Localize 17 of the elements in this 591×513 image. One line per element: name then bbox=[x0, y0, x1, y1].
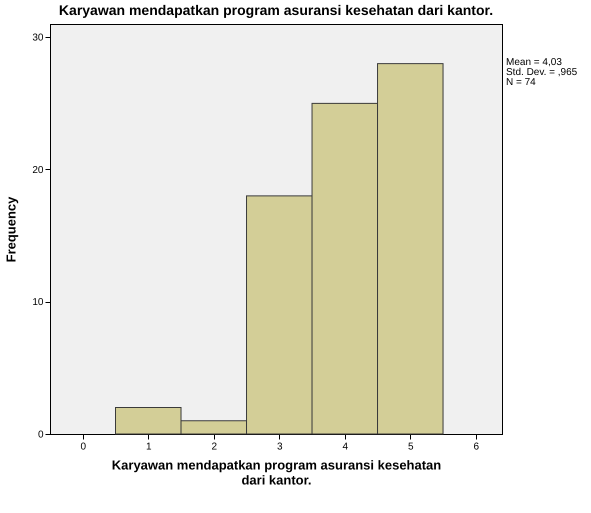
x-tick-label: 3 bbox=[276, 442, 283, 452]
y-axis-title: Frequency bbox=[3, 196, 18, 262]
text: Std. Dev. = ,965 bbox=[506, 67, 578, 78]
x-axis-title: Karyawan mendapatkan program asuransi kesehatan dari kantor. bbox=[112, 458, 442, 488]
y-tick-label: 20 bbox=[32, 164, 44, 176]
text: N = 74 bbox=[506, 77, 537, 88]
y-tick-label: 10 bbox=[32, 297, 44, 308]
x-tick-label: 2 bbox=[211, 442, 218, 452]
x-tick-label: 0 bbox=[80, 442, 86, 452]
y-tick-label: 30 bbox=[32, 32, 44, 44]
x-tick-label: 6 bbox=[474, 442, 480, 452]
text: Mean = 4,03 bbox=[506, 57, 563, 68]
x-tick-label: 4 bbox=[342, 442, 348, 452]
chart-title: Karyawan mendapatkan program asuransi kesehatan dari kantor. bbox=[58, 2, 494, 18]
x-tick-label: 1 bbox=[146, 442, 152, 452]
x-tick-label: 5 bbox=[408, 442, 414, 452]
y-tick-label: 0 bbox=[38, 430, 44, 440]
